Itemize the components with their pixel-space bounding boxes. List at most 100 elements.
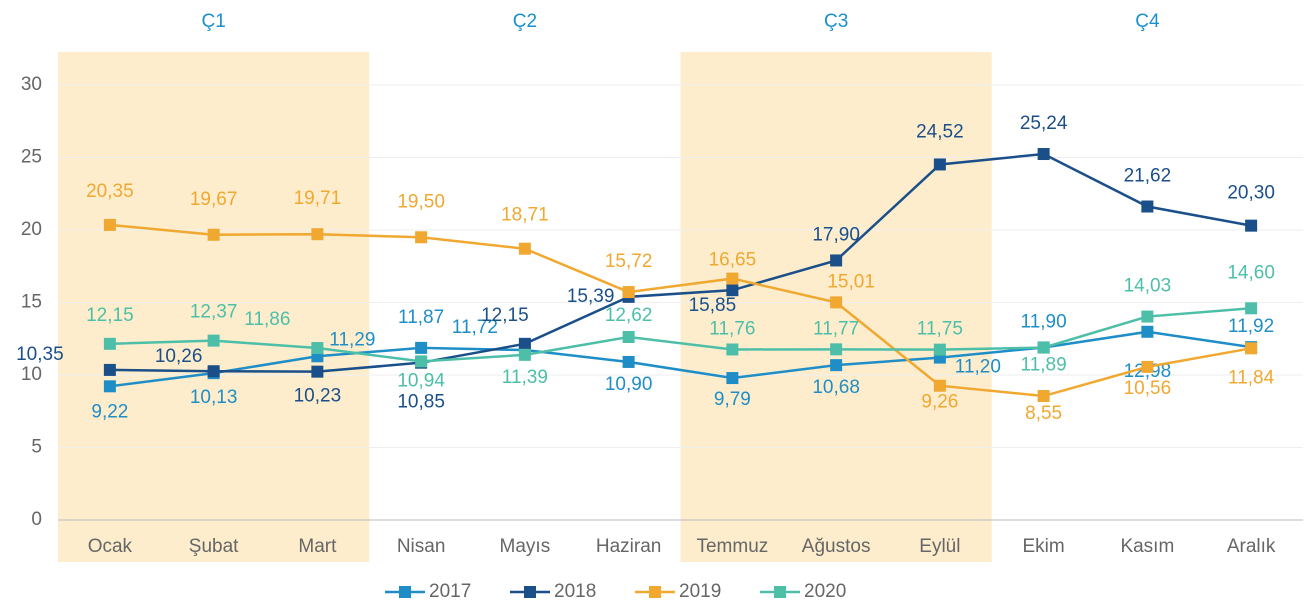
x-tick-label: Mayıs [500, 536, 551, 557]
data-label: 9,26 [921, 392, 958, 413]
marker [1141, 360, 1154, 373]
marker [415, 355, 428, 368]
legend-marker [399, 586, 411, 598]
marker [726, 343, 739, 356]
data-label: 11,87 [398, 307, 444, 328]
marker [830, 359, 843, 372]
y-tick-label: 25 [21, 147, 42, 168]
data-label: 11,39 [502, 367, 548, 388]
data-label: 14,03 [1124, 276, 1172, 297]
marker [415, 231, 428, 244]
x-tick-label: Nisan [397, 536, 446, 557]
data-label: 17,90 [812, 224, 860, 245]
data-label: 10,90 [605, 374, 653, 395]
data-label: 11,89 [1021, 355, 1067, 376]
quarter-shade [58, 52, 370, 562]
data-label: 8,55 [1025, 403, 1062, 424]
legend-label: 2019 [679, 581, 721, 602]
marker [1037, 148, 1050, 161]
marker [1245, 342, 1258, 355]
marker [1141, 200, 1154, 213]
quarter-label: Ç1 [201, 11, 225, 32]
marker [726, 284, 739, 297]
series-line [109, 307, 1252, 363]
x-tick-label: Ekim [1023, 536, 1065, 557]
marker [518, 337, 531, 350]
legend-label: 2017 [429, 581, 471, 602]
y-tick-label: 30 [21, 74, 42, 95]
data-label: 11,20 [955, 357, 1001, 378]
data-label: 11,72 [452, 317, 498, 338]
data-label: 15,01 [827, 271, 875, 292]
marker [622, 355, 635, 368]
x-tick-label: Haziran [596, 536, 661, 557]
marker [311, 342, 324, 355]
data-label: 11,75 [917, 319, 963, 340]
marker [207, 228, 220, 241]
data-label: 11,86 [244, 309, 290, 330]
marker [1141, 310, 1154, 323]
data-label: 10,26 [155, 346, 203, 367]
marker [622, 331, 635, 344]
data-label: 14,60 [1227, 262, 1275, 283]
marker [1037, 341, 1050, 354]
x-tick-label: Aralık [1227, 536, 1276, 557]
x-tick-label: Eylül [919, 536, 960, 557]
x-tick-label: Mart [298, 536, 337, 557]
y-tick-label: 0 [31, 509, 42, 530]
series-line [109, 330, 1252, 388]
legend-marker [649, 586, 661, 598]
data-label: 16,65 [709, 250, 757, 271]
marker [311, 365, 324, 378]
x-tick-label: Temmuz [696, 536, 768, 557]
legend-label: 2020 [804, 581, 846, 602]
data-label: 10,85 [397, 392, 445, 413]
marker [103, 337, 116, 350]
marker [207, 365, 220, 378]
marker [1141, 325, 1154, 338]
quarter-label: Ç2 [513, 11, 537, 32]
marker [103, 380, 116, 393]
data-label: 15,39 [567, 286, 615, 307]
data-label: 18,71 [501, 205, 549, 226]
data-label: 12,37 [190, 302, 238, 323]
marker [1037, 390, 1050, 403]
marker [830, 296, 843, 309]
marker [103, 218, 116, 231]
marker [933, 379, 946, 392]
marker [518, 348, 531, 361]
legend-label: 2018 [554, 581, 596, 602]
data-label: 20,35 [86, 181, 134, 202]
series-line [109, 152, 1252, 373]
marker [207, 334, 220, 347]
legend-marker [524, 586, 536, 598]
legend-marker [774, 586, 786, 598]
marker [103, 363, 116, 376]
data-label: 11,76 [709, 318, 755, 339]
marker [518, 242, 531, 255]
data-label: 9,79 [714, 389, 751, 410]
marker [830, 343, 843, 356]
data-label: 10,13 [190, 387, 238, 408]
data-label: 15,72 [605, 251, 653, 272]
data-label: 9,22 [91, 401, 128, 422]
marker [726, 372, 739, 385]
data-label: 25,24 [1020, 113, 1068, 134]
marker [415, 341, 428, 354]
data-label: 20,30 [1227, 183, 1275, 204]
y-tick-label: 5 [31, 437, 42, 458]
data-label: 11,92 [1228, 316, 1274, 337]
data-label: 21,62 [1124, 166, 1172, 187]
data-label: 12,15 [481, 305, 529, 326]
data-label: 12,15 [86, 305, 134, 326]
x-tick-label: Şubat [189, 536, 239, 557]
quarter-label: Ç3 [824, 11, 848, 32]
marker [622, 286, 635, 299]
data-label: 11,29 [329, 329, 375, 350]
data-label: 10,35 [16, 344, 64, 365]
data-label: 11,84 [1228, 367, 1275, 388]
marker [1245, 219, 1258, 232]
data-label: 19,50 [397, 191, 445, 212]
data-label: 15,85 [689, 295, 737, 316]
